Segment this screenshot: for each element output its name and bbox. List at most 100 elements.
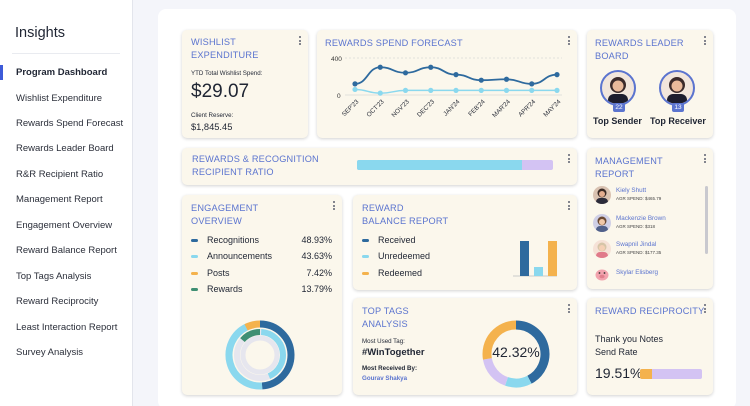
forecast-title: REWARDS SPEND FORECAST bbox=[325, 38, 463, 48]
leaderboard-title-line1: REWARDS LEADER bbox=[595, 38, 684, 48]
sidebar-item-wishlist-expenditure[interactable]: Wishlist Expenditure bbox=[16, 93, 103, 104]
balance-title: REWARD BALANCE REPORT bbox=[362, 202, 448, 227]
data-point[interactable] bbox=[529, 87, 535, 93]
sidebar-item-recipient-ratio[interactable]: R&R Recipient Ratio bbox=[16, 169, 104, 180]
data-point[interactable] bbox=[503, 87, 510, 93]
ytd-value: $29.07 bbox=[191, 81, 250, 102]
top-receiver-count-badge: 13 bbox=[672, 103, 684, 112]
x-tick-label: DEC'23 bbox=[416, 98, 437, 119]
sidebar-item-survey-analysis[interactable]: Survey Analysis bbox=[16, 347, 84, 358]
recipient-ratio-bar bbox=[357, 160, 553, 170]
data-point[interactable] bbox=[402, 70, 409, 76]
data-point[interactable] bbox=[377, 64, 383, 70]
management-menu-icon[interactable] bbox=[700, 154, 709, 166]
most-used-value[interactable]: #WinTogether bbox=[362, 347, 425, 358]
tags-donut-segment bbox=[482, 357, 509, 386]
dashboard-panel: WISHLIST EXPENDITURE YTD Total Wishlist … bbox=[158, 9, 736, 406]
tags-donut-value: 42.32% bbox=[492, 344, 540, 360]
sidebar-item-top-tags-analysis[interactable]: Top Tags Analysis bbox=[16, 271, 92, 282]
data-point[interactable] bbox=[529, 81, 535, 87]
sidebar-item-rewards-leader-board[interactable]: Rewards Leader Board bbox=[16, 143, 114, 154]
engagement-title-line1: ENGAGEMENT bbox=[191, 203, 259, 213]
avatar bbox=[593, 214, 611, 232]
avatar bbox=[593, 186, 611, 204]
data-point[interactable] bbox=[402, 87, 409, 93]
top-sender-avatar[interactable] bbox=[600, 70, 636, 106]
manager-spend: AGR SPEND: $318 bbox=[616, 224, 656, 229]
x-tick-label: NOV'23 bbox=[391, 98, 412, 119]
tags-title: TOP TAGS ANALYSIS bbox=[362, 305, 409, 330]
person-icon bbox=[608, 77, 628, 104]
tags-donut-chart bbox=[482, 320, 550, 388]
data-point[interactable] bbox=[554, 72, 560, 78]
most-received-value[interactable]: Gourav Shakya bbox=[362, 375, 408, 382]
leaderboard-title-line2: BOARD bbox=[595, 50, 629, 61]
balance-menu-icon[interactable] bbox=[564, 201, 573, 213]
data-point[interactable] bbox=[478, 77, 484, 83]
most-used-label: Most Used Tag: bbox=[362, 338, 405, 345]
person-icon bbox=[667, 77, 687, 104]
legend-value: 43.63% bbox=[301, 251, 332, 261]
x-tick-label: OCT'23 bbox=[366, 98, 387, 119]
manager-name: Kiely Shutt bbox=[616, 187, 647, 194]
management-title-line1: MANAGEMENT bbox=[595, 156, 663, 166]
legend-swatch bbox=[362, 239, 369, 242]
legend-value: 48.93% bbox=[301, 235, 332, 245]
data-point[interactable] bbox=[478, 87, 484, 93]
wishlist-title-line1: WISHLIST bbox=[191, 37, 236, 47]
legend-swatch bbox=[362, 255, 369, 258]
most-received-label: Most Received By: bbox=[362, 365, 418, 372]
sidebar-item-engagement-overview[interactable]: Engagement Overview bbox=[16, 220, 113, 231]
data-point[interactable] bbox=[428, 87, 434, 93]
data-point[interactable] bbox=[377, 90, 383, 96]
legend-swatch bbox=[362, 272, 369, 275]
bar-unredeemed bbox=[534, 267, 543, 276]
management-scrollbar[interactable] bbox=[705, 186, 708, 254]
sidebar-item-management-report[interactable]: Management Report bbox=[16, 194, 103, 205]
wishlist-menu-icon[interactable] bbox=[295, 36, 304, 48]
recipient-ratio-title-line1: REWARDS & RECOGNITION bbox=[192, 154, 319, 164]
reciprocity-menu-icon[interactable] bbox=[700, 304, 709, 316]
legend-label: Recognitions bbox=[207, 235, 260, 245]
sidebar-item-reward-reciprocity[interactable]: Reward Reciprocity bbox=[16, 296, 99, 307]
tags-donut-segment bbox=[515, 320, 550, 384]
tags-title-line2: ANALYSIS bbox=[362, 318, 408, 329]
data-point[interactable] bbox=[453, 72, 459, 78]
forecast-card: REWARDS SPEND FORECAST 400 0 SEP'23 OCT'2… bbox=[317, 30, 577, 138]
sidebar-item-reward-balance-report[interactable]: Reward Balance Report bbox=[16, 245, 117, 256]
data-point[interactable] bbox=[453, 87, 459, 93]
sidebar-item-rewards-spend-forecast[interactable]: Rewards Spend Forecast bbox=[16, 118, 124, 129]
tags-menu-icon[interactable] bbox=[564, 304, 573, 316]
management-row[interactable]: Mackenzie Brown AGR SPEND: $318 bbox=[593, 214, 703, 234]
data-point[interactable] bbox=[503, 76, 510, 82]
sidebar: Insights Program Dashboard Wishlist Expe… bbox=[0, 0, 133, 406]
data-point[interactable] bbox=[352, 81, 358, 87]
wishlist-title: WISHLIST EXPENDITURE bbox=[191, 36, 259, 61]
data-point[interactable] bbox=[428, 64, 434, 70]
engagement-menu-icon[interactable] bbox=[329, 201, 338, 213]
legend-item-redeemed: Redeemed bbox=[362, 268, 452, 280]
management-row[interactable]: Kiely Shutt AGR SPEND: $465.79 bbox=[593, 186, 703, 206]
x-tick-label: MAR'24 bbox=[491, 98, 512, 119]
reciprocity-card: REWARD RECIPROCITY Thank you Notes Send … bbox=[587, 298, 713, 395]
forecast-line-chart: 400 0 SEP'23 OCT'23 NOV'23 DEC'23 JAN'24 FEB'… bbox=[331, 56, 563, 119]
management-row[interactable]: Skylar Elisberg bbox=[593, 265, 703, 285]
legend-label: Posts bbox=[207, 268, 230, 278]
x-tick-label: APR'24 bbox=[517, 98, 537, 118]
legend-label: Unredeemed bbox=[378, 251, 431, 261]
sidebar-item-program-dashboard[interactable]: Program Dashboard bbox=[16, 67, 108, 78]
reserve-label: Client Reserve: bbox=[191, 112, 234, 119]
top-receiver-avatar[interactable] bbox=[659, 70, 695, 106]
sidebar-item-least-interaction-report[interactable]: Least Interaction Report bbox=[16, 322, 118, 333]
forecast-menu-icon[interactable] bbox=[564, 36, 573, 48]
recipient-ratio-menu-icon[interactable] bbox=[564, 154, 573, 166]
data-point[interactable] bbox=[352, 86, 358, 93]
manager-spend: AGR SPEND: $177.35 bbox=[616, 250, 662, 255]
manager-name: Swapnil Jindal bbox=[616, 241, 657, 248]
ring-announcements bbox=[225, 323, 263, 390]
legend-item-posts: Posts 7.42% bbox=[191, 268, 332, 280]
legend-swatch bbox=[191, 239, 198, 242]
leaderboard-menu-icon[interactable] bbox=[700, 36, 709, 48]
data-point[interactable] bbox=[554, 87, 560, 93]
management-row[interactable]: Swapnil Jindal AGR SPEND: $177.35 bbox=[593, 240, 703, 260]
